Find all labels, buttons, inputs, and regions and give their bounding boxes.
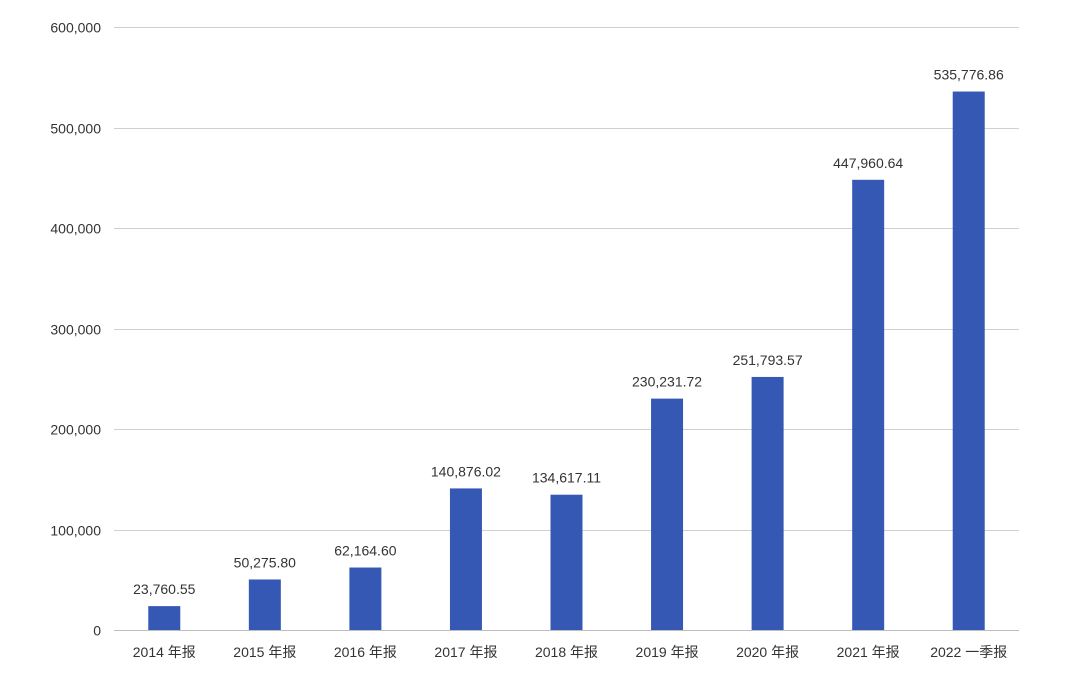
- data-label: 447,960.64: [833, 155, 903, 171]
- y-tick-label: 400,000: [50, 221, 101, 237]
- y-tick-label: 500,000: [50, 121, 101, 137]
- data-label: 140,876.02: [431, 463, 501, 479]
- bars: [148, 91, 985, 631]
- y-axis-tick-labels: 0 100,000 200,000 300,000 400,000 500,000 600,…: [50, 20, 101, 639]
- category-label: 2016 年报: [334, 644, 397, 660]
- category-label: 2015 年报: [233, 644, 296, 660]
- data-label: 62,164.60: [334, 543, 396, 559]
- category-label: 2022 一季报: [930, 644, 1007, 660]
- bar: [952, 91, 985, 631]
- data-label: 134,617.11: [532, 470, 601, 486]
- category-label: 2021 年报: [837, 644, 900, 660]
- category-label: 2018 年报: [535, 644, 598, 660]
- y-tick-label: 300,000: [50, 322, 101, 338]
- data-label: 251,793.57: [733, 352, 803, 368]
- y-tick-label: 200,000: [50, 422, 101, 438]
- gridlines: [114, 27, 1019, 631]
- bar: [349, 567, 382, 630]
- bar: [550, 494, 583, 630]
- data-label: 230,231.72: [632, 374, 702, 390]
- x-axis-category-labels: 2014 年报 2015 年报 2016 年报 2017 年报 2018 年报 2019 …: [133, 644, 1007, 660]
- y-tick-label: 0: [93, 623, 101, 639]
- y-tick-label: 100,000: [50, 523, 101, 539]
- category-label: 2020 年报: [736, 644, 799, 660]
- bar: [449, 488, 482, 630]
- data-label: 23,760.55: [133, 581, 195, 597]
- data-label: 50,275.80: [234, 554, 296, 570]
- bar: [751, 376, 784, 630]
- data-labels: 23,760.55 50,275.80 62,164.60 140,876.02 134…: [133, 67, 1004, 598]
- category-label: 2014 年报: [133, 644, 196, 660]
- bar: [248, 579, 281, 630]
- y-tick-label: 600,000: [50, 20, 101, 36]
- data-label: 535,776.86: [934, 67, 1004, 83]
- bar: [148, 606, 181, 630]
- bar: [651, 398, 684, 630]
- category-label: 2017 年报: [434, 644, 497, 660]
- bar: [852, 179, 885, 630]
- category-label: 2019 年报: [636, 644, 699, 660]
